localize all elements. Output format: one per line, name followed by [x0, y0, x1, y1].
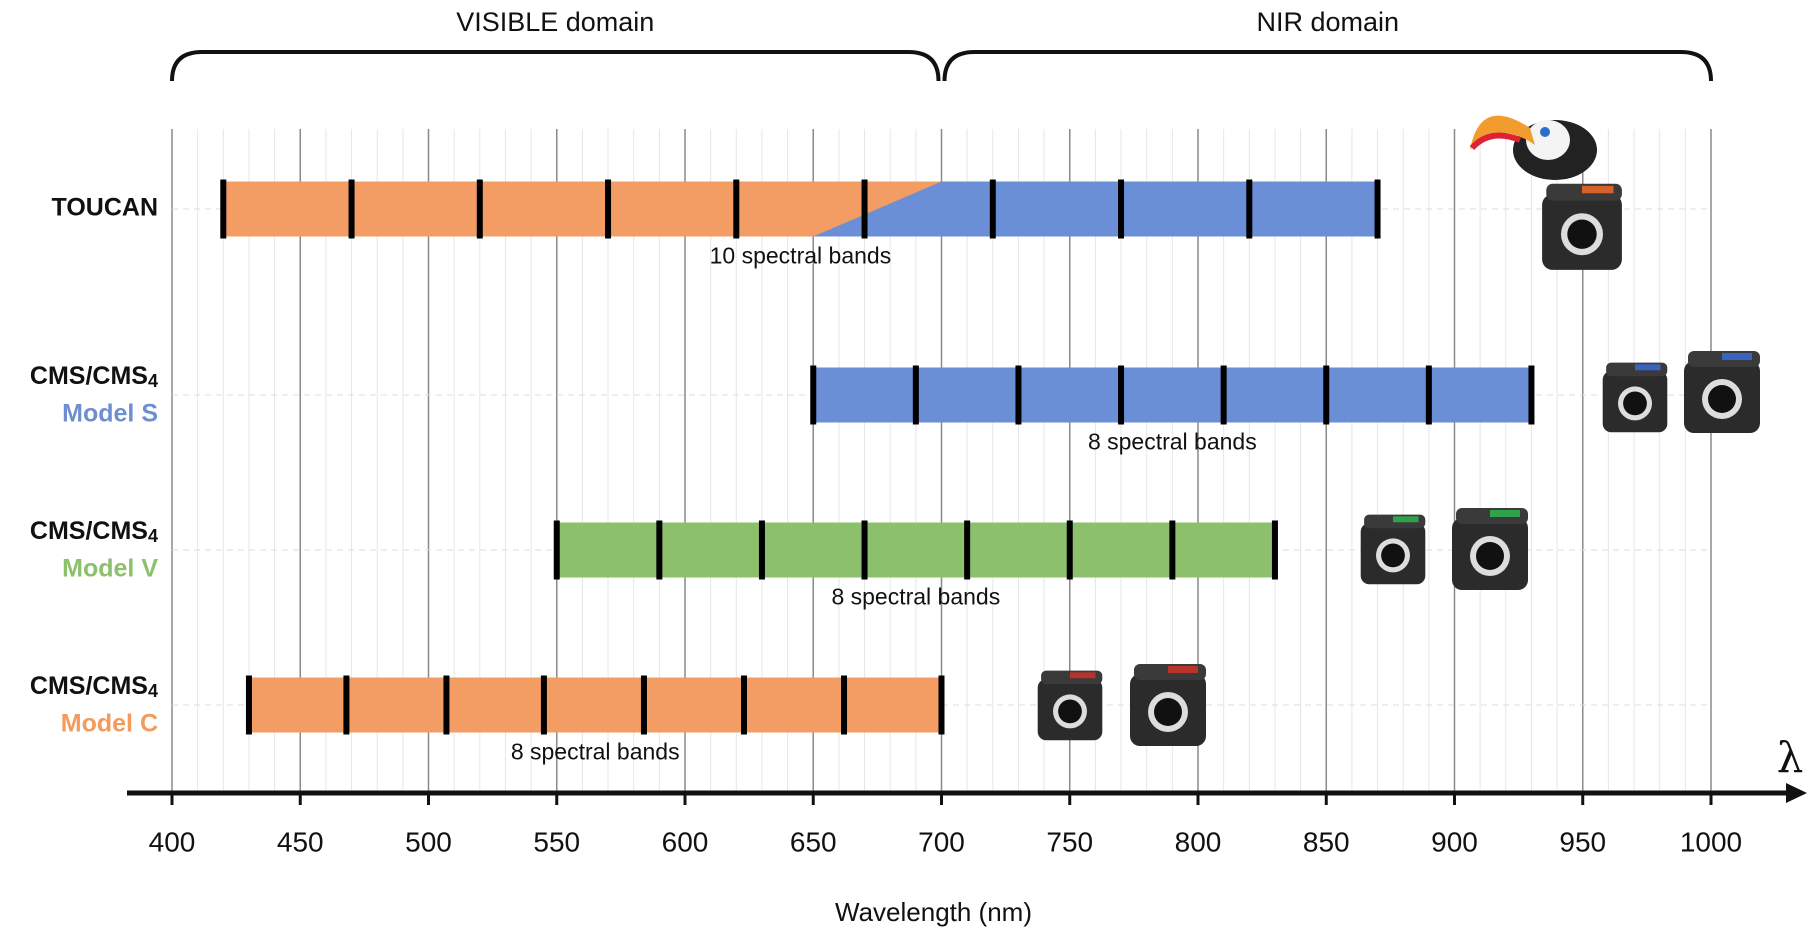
- band-range: [813, 367, 1532, 423]
- x-tick-label: 950: [1559, 826, 1606, 857]
- x-axis-title: Wavelength (nm): [835, 897, 1032, 927]
- camera-icon: [1602, 362, 1668, 433]
- row-name-sub: 4: [148, 526, 158, 546]
- camera-lens: [1476, 542, 1504, 570]
- x-tick-label: 500: [405, 826, 452, 857]
- row-name-main: CMS/CMS: [30, 362, 148, 390]
- x-tick-label: 550: [533, 826, 580, 857]
- band-range: [248, 677, 942, 733]
- camera-icon: [1542, 183, 1622, 270]
- domain-label: NIR domain: [1256, 7, 1399, 37]
- x-tick-label: 800: [1175, 826, 1222, 857]
- band-note: 10 spectral bands: [710, 243, 892, 269]
- x-tick-label: 900: [1431, 826, 1478, 857]
- camera-icon: [1360, 514, 1426, 585]
- camera-icon: [1037, 670, 1103, 741]
- plot: 400 450 500 550 600 650 700 750 800 850 900 950 1000…: [30, 7, 1807, 927]
- x-tick-label: 600: [662, 826, 709, 857]
- camera-lens: [1381, 543, 1405, 568]
- x-tick-label: 1000: [1680, 826, 1742, 857]
- row-name-main: CMS/CMS: [30, 672, 148, 700]
- camera-icon: [1130, 664, 1206, 746]
- row-name-sub: 4: [148, 371, 158, 391]
- band-note: 8 spectral bands: [511, 739, 680, 765]
- camera-stripe: [1490, 510, 1520, 517]
- camera-stripe: [1582, 185, 1614, 194]
- camera-icon: [1452, 508, 1528, 590]
- camera-stripe: [1635, 364, 1661, 371]
- row-name-main: CMS/CMS: [30, 517, 148, 545]
- camera-icons: [1037, 115, 1760, 746]
- row-name: CMS/CMS4: [30, 517, 158, 546]
- x-tick-label: 750: [1046, 826, 1093, 857]
- band-note: 8 spectral bands: [1088, 429, 1257, 455]
- x-tick-label: 450: [277, 826, 324, 857]
- camera-icon: [1684, 351, 1760, 433]
- domain-brace: [942, 50, 1713, 82]
- row-name: TOUCAN: [52, 194, 158, 222]
- toucan-icon: [1469, 115, 1597, 180]
- x-tick-label: 700: [918, 826, 965, 857]
- row-name-sub: 4: [148, 681, 158, 701]
- x-symbol: λ: [1777, 733, 1804, 782]
- row-name: CMS/CMS4: [30, 362, 158, 391]
- band-note: 8 spectral bands: [831, 584, 1000, 610]
- row-model: Model C: [61, 710, 158, 738]
- camera-stripe: [1393, 516, 1419, 523]
- camera-lens: [1708, 385, 1736, 413]
- camera-lens: [1623, 391, 1647, 416]
- domain-brace: [170, 50, 941, 82]
- x-tick-label: 400: [149, 826, 196, 857]
- x-tick-label: 650: [790, 826, 837, 857]
- camera-lens: [1567, 219, 1597, 249]
- camera-stripe: [1722, 353, 1752, 360]
- camera-lens: [1154, 698, 1182, 726]
- row-name: CMS/CMS4: [30, 672, 158, 701]
- row-model: Model S: [62, 400, 158, 428]
- band-range: [556, 522, 1275, 578]
- row-model: Model V: [62, 555, 158, 583]
- x-tick-label: 850: [1303, 826, 1350, 857]
- camera-stripe: [1168, 666, 1198, 673]
- camera-stripe: [1070, 672, 1096, 679]
- axis-arrow: [1786, 783, 1807, 803]
- domain-label: VISIBLE domain: [456, 7, 654, 37]
- camera-lens: [1058, 699, 1082, 724]
- band-range-nir: [813, 181, 1378, 237]
